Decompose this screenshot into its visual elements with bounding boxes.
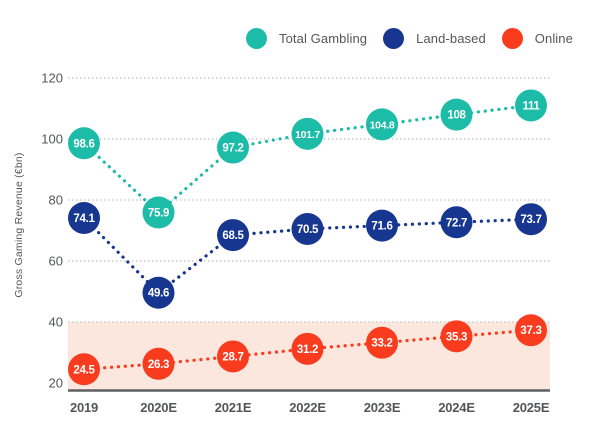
legend-item-land-based: Land-based — [383, 28, 486, 49]
data-point-total-gambling-2024E — [440, 98, 473, 131]
legend-dot-total-gambling — [246, 28, 267, 49]
data-point-total-gambling-2020E — [142, 196, 175, 229]
x-tick-label-2024E: 2024E — [438, 400, 475, 415]
data-point-land-based-2022E — [291, 212, 324, 245]
data-point-land-based-2023E — [366, 209, 398, 242]
data-point-land-based-2021E — [217, 219, 249, 252]
data-point-label: 74.1 — [73, 213, 95, 225]
data-point-online-2020E — [142, 347, 175, 380]
data-point-label: 37.3 — [520, 325, 541, 337]
data-point-online-2023E — [366, 326, 398, 359]
data-point-total-gambling-2023E — [366, 108, 398, 141]
data-point-label: 98.6 — [73, 138, 94, 150]
data-point-label: 31.2 — [297, 344, 318, 356]
x-tick-label-2021E: 2021E — [215, 400, 252, 415]
data-point-total-gambling-2025E — [515, 89, 547, 122]
data-point-label: 104.8 — [370, 119, 395, 131]
x-tick-label-2022E: 2022E — [289, 400, 326, 415]
y-tick-label-40: 40 — [49, 315, 63, 330]
data-point-label: 68.5 — [222, 230, 244, 242]
data-point-total-gambling-2021E — [217, 131, 249, 164]
data-point-label: 71.6 — [371, 221, 392, 233]
data-point-online-2024E — [440, 320, 473, 353]
data-point-land-based-2024E — [440, 206, 473, 239]
y-tick-label-120: 120 — [41, 71, 63, 86]
y-tick-label-80: 80 — [49, 193, 63, 208]
data-point-label: 97.2 — [222, 143, 243, 155]
data-point-online-2021E — [217, 340, 249, 373]
data-point-label: 108 — [447, 110, 466, 122]
data-point-label: 72.7 — [446, 217, 467, 229]
data-point-total-gambling-2019 — [68, 127, 100, 160]
data-point-label: 26.3 — [148, 359, 169, 371]
y-tick-label-20: 20 — [49, 376, 63, 391]
data-point-online-2019 — [68, 353, 100, 386]
legend-dot-land-based — [383, 28, 405, 49]
data-point-label: 70.5 — [297, 224, 319, 236]
data-point-online-2025E — [515, 314, 547, 347]
x-tick-label-2019: 2019 — [70, 400, 98, 415]
y-axis-title: Gross Gaming Revenue (€bn) — [13, 152, 25, 298]
x-tick-label-2023E: 2023E — [364, 400, 401, 415]
legend-dot-online — [501, 28, 523, 49]
data-point-land-based-2020E — [142, 276, 175, 309]
data-point-label: 49.6 — [148, 288, 169, 300]
data-point-land-based-2019 — [68, 201, 100, 234]
legend-label-total-gambling: Total Gambling — [279, 31, 368, 46]
legend-item-online: Online — [501, 28, 573, 49]
chart-legend: Total Gambling Land-based Online — [246, 28, 573, 49]
data-point-label: 73.7 — [520, 214, 541, 226]
y-tick-label-60: 60 — [49, 254, 63, 269]
data-point-label: 111 — [522, 100, 540, 112]
legend-label-online: Online — [534, 31, 573, 46]
data-point-label: 35.3 — [446, 331, 467, 343]
data-point-label: 101.7 — [295, 129, 320, 141]
x-tick-label-2020E: 2020E — [140, 400, 177, 415]
legend-item-total-gambling: Total Gambling — [246, 28, 367, 49]
x-tick-label-2025E: 2025E — [513, 400, 550, 415]
data-point-label: 24.5 — [73, 364, 95, 376]
data-point-online-2022E — [291, 332, 324, 365]
data-point-label: 75.9 — [148, 208, 169, 220]
y-tick-label-100: 100 — [41, 132, 63, 147]
data-point-total-gambling-2022E — [291, 117, 324, 150]
data-point-label: 28.7 — [222, 351, 243, 363]
legend-label-land-based: Land-based — [416, 31, 486, 46]
data-point-land-based-2025E — [515, 203, 547, 236]
data-point-label: 33.2 — [371, 338, 392, 350]
